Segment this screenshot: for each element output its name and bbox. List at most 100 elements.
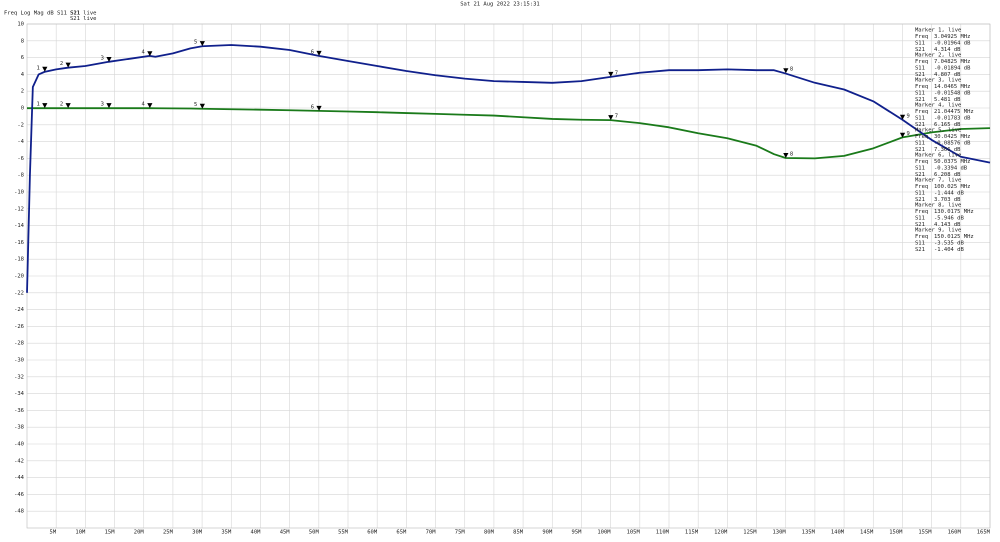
- marker-triangle: [147, 103, 153, 109]
- y-tick-label: -46: [14, 492, 24, 498]
- x-tick-label: 35M: [221, 530, 232, 536]
- marker-title: Marker 8, live: [915, 203, 961, 209]
- marker-field-value: 4.807 dB: [934, 72, 961, 78]
- marker-number: 8: [790, 67, 793, 73]
- marker-triangle: [42, 66, 48, 72]
- x-tick-label: 165M: [977, 530, 991, 536]
- marker-field-label: Freq: [915, 209, 928, 215]
- marker-number: 2: [60, 61, 63, 67]
- x-tick-label: 130M: [772, 530, 786, 536]
- marker-triangle: [783, 68, 789, 74]
- marker-triangle: [783, 152, 789, 158]
- x-tick-label: 100M: [597, 530, 611, 536]
- y-tick-label: -32: [14, 374, 24, 380]
- marker-number: 5: [194, 40, 197, 46]
- marker-field-value: 6.165 dB: [934, 122, 961, 128]
- marker-field-value: 150.0125 MHz: [934, 234, 974, 240]
- x-tick-label: 125M: [743, 530, 757, 536]
- x-tick-label: 105M: [627, 530, 641, 536]
- marker-number: 3: [101, 55, 104, 61]
- marker-title: Marker 3, live: [915, 78, 961, 84]
- marker-field-label: S21: [915, 222, 925, 228]
- marker-field-value: 3.703 dB: [934, 197, 961, 203]
- marker-triangle: [106, 56, 112, 62]
- marker-field-label: Freq: [915, 59, 928, 65]
- marker-field-value: 4.143 dB: [934, 222, 961, 228]
- x-tick-label: 95M: [572, 530, 583, 536]
- marker-triangle: [65, 62, 71, 68]
- y-tick-label: -28: [14, 341, 24, 347]
- y-tick-label: -2: [17, 122, 24, 128]
- y-tick-label: 2: [21, 89, 24, 95]
- x-tick-label: 145M: [860, 530, 874, 536]
- marker-triangle: [42, 103, 48, 109]
- marker-field-value: 7.366 dB: [934, 147, 961, 153]
- x-tick-label: 15M: [105, 530, 116, 536]
- y-tick-label: -44: [14, 475, 25, 481]
- y-tick-label: 6: [21, 55, 24, 61]
- trace: [27, 107, 991, 160]
- y-tick-label: -12: [14, 206, 24, 212]
- marker-field-label: S11: [915, 241, 925, 247]
- x-tick-label: 135M: [802, 530, 816, 536]
- trace: [26, 44, 991, 293]
- marker-field-value: 7.04825 MHz: [934, 59, 970, 65]
- traces: [26, 44, 991, 293]
- marker-number: 7: [615, 114, 618, 120]
- marker-number: 9: [907, 131, 910, 137]
- y-tick-label: -38: [14, 425, 24, 431]
- y-tick-label: -18: [14, 257, 24, 263]
- marker-triangle: [316, 50, 322, 56]
- y-tick-label: -20: [14, 274, 24, 280]
- y-tick-label: -16: [14, 240, 24, 246]
- marker-triangle: [65, 103, 71, 109]
- y-tick-label: -26: [14, 324, 24, 330]
- x-tick-label: 90M: [542, 530, 553, 536]
- x-tick-label: 70M: [426, 530, 437, 536]
- marker-number: 4: [142, 50, 146, 56]
- x-tick-label: 10M: [75, 530, 86, 536]
- marker-field-value: 21.04475 MHz: [934, 109, 974, 115]
- marker-field-value: 14.0465 MHz: [934, 84, 970, 90]
- marker-field-value: -1.404 dB: [934, 247, 964, 253]
- marker-field-label: Freq: [915, 234, 928, 240]
- x-tick-label: 50M: [309, 530, 320, 536]
- marker-field-value: -0.01964 dB: [934, 41, 971, 47]
- marker-title: Marker 9, live: [915, 228, 961, 234]
- marker-triangle: [147, 51, 153, 57]
- marker-field-value: 4.314 dB: [934, 47, 961, 53]
- y-tick-label: -30: [14, 358, 24, 364]
- y-tick-label: -14: [14, 223, 25, 229]
- x-tick-label: 20M: [134, 530, 145, 536]
- marker-field-label: S21: [915, 122, 925, 128]
- marker-number: 3: [101, 102, 104, 108]
- y-tick-label: -34: [14, 391, 25, 397]
- y-tick-label: -4: [17, 139, 24, 145]
- marker-triangle: [899, 132, 906, 138]
- marker-field-label: Freq: [915, 184, 928, 190]
- marker-field-label: S21: [915, 47, 925, 53]
- marker-field-value: 100.025 MHz: [934, 184, 970, 190]
- x-tick-label: 65M: [396, 530, 407, 536]
- y-tick-label: -42: [14, 458, 24, 464]
- x-tick-label: 115M: [685, 530, 699, 536]
- marker-title: Marker 2, live: [915, 53, 961, 59]
- x-tick-label: 25M: [163, 530, 174, 536]
- marker-field-value: 30.0425 MHz: [934, 134, 970, 140]
- y-tick-label: 0: [21, 106, 24, 112]
- marker-field-label: S11: [915, 91, 925, 97]
- marker-field-value: -0.08576 dB: [934, 141, 971, 147]
- y-tick-label: -40: [14, 442, 24, 448]
- marker-triangle: [316, 105, 322, 111]
- x-tick-label: 110M: [656, 530, 670, 536]
- marker-field-value: -0.01548 dB: [934, 91, 971, 97]
- marker-triangle: [608, 115, 614, 121]
- marker-field-label: S11: [915, 216, 925, 222]
- marker-number: 9: [907, 113, 910, 119]
- marker-title: Marker 7, live: [915, 178, 961, 184]
- x-tick-label: 40M: [251, 530, 262, 536]
- y-tick-label: -36: [14, 408, 24, 414]
- y-tick-label: 10: [17, 22, 24, 28]
- marker-title: Marker 4, live: [915, 103, 961, 109]
